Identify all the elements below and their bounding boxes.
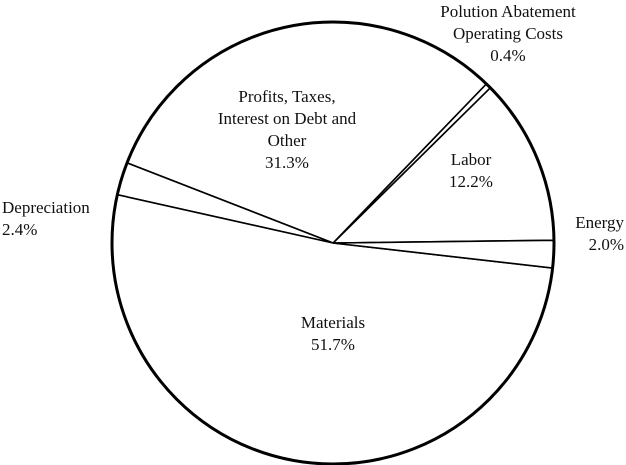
- slice-label-energy: Energy 2.0%: [575, 213, 624, 254]
- slice-value-label: 12.2%: [449, 172, 493, 191]
- slice-name-label: Interest on Debt and: [218, 109, 357, 128]
- slice-name-label: Materials: [301, 313, 365, 332]
- slice-name-label: Operating Costs: [453, 24, 563, 43]
- pie-outline: [110, 20, 556, 465]
- slice-value-label: 51.7%: [311, 335, 355, 354]
- slice-name-label: Other: [268, 131, 307, 150]
- slice-label-profits-taxes-interest-on-debt-and-other: Profits, Taxes, Interest on Debt and Other…: [218, 87, 357, 172]
- slice-value-label: 2.4%: [2, 220, 37, 239]
- slice-name-label: Energy: [575, 213, 624, 232]
- slice-name-label: Depreciation: [2, 198, 90, 217]
- pie-labels: Labor 12.2% Polution Abatement Operating Co…: [2, 2, 624, 354]
- slice-label-polution-abatement-operating-costs: Polution Abatement Operating Costs 0.4%: [440, 2, 576, 65]
- slice-label-depreciation: Depreciation 2.4%: [2, 198, 90, 239]
- slice-value-label: 0.4%: [490, 46, 525, 65]
- slice-label-labor: Labor 12.2%: [449, 150, 493, 191]
- slice-value-label: 2.0%: [589, 235, 624, 254]
- slice-name-label: Polution Abatement: [440, 2, 576, 21]
- slice-name-label: Labor: [451, 150, 492, 169]
- slice-label-materials: Materials 51.7%: [301, 313, 365, 354]
- slice-value-label: 31.3%: [265, 153, 309, 172]
- slice-name-label: Profits, Taxes,: [238, 87, 335, 106]
